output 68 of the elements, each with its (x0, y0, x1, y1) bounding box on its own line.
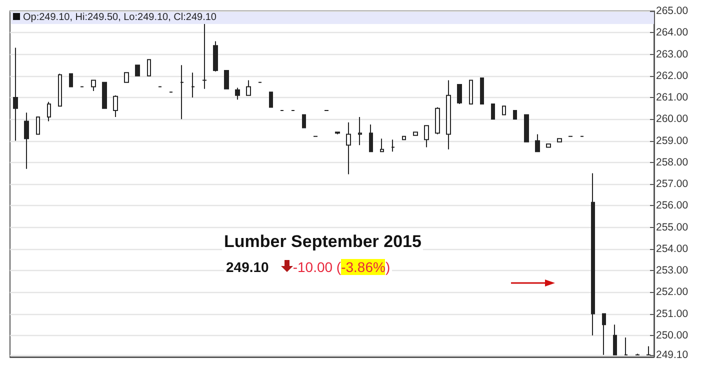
candlestick (202, 21, 207, 90)
annotation: Op:249.10, Hi:249.50, Lo:249.10, Cl:249.10 (23, 12, 216, 23)
y-tick-label: 260.00 (656, 113, 688, 126)
candlestick (147, 59, 151, 76)
candlestick (224, 70, 229, 90)
candlestick (469, 80, 473, 104)
candlestick (69, 73, 73, 88)
y-tick-label: 263.00 (656, 48, 688, 60)
y-tick-label: 257.00 (656, 178, 688, 190)
candlestick (491, 103, 495, 120)
y-tick-label: 255.00 (656, 221, 688, 234)
candlestick (24, 112, 29, 170)
candlestick (191, 72, 195, 98)
candlestick (591, 172, 595, 336)
candlestick (435, 106, 440, 135)
candlestick (480, 78, 484, 104)
candlestick (180, 64, 184, 120)
candlestick (446, 80, 451, 150)
y-tick-label: 249.10 (656, 348, 688, 361)
y-tick-label: 251.00 (656, 308, 688, 320)
candlestick (402, 136, 406, 140)
candlestick (269, 92, 273, 108)
candlestick (502, 106, 506, 116)
annotation: -10.00 (-3.86%) (292, 259, 390, 275)
candlestick (391, 139, 395, 152)
y-tick-label: 253.00 (656, 264, 688, 276)
candlestick (524, 114, 529, 142)
y-tick-label: 254.00 (656, 242, 688, 255)
candlestick (302, 114, 306, 128)
candlestick (513, 110, 517, 120)
candlestick (213, 40, 218, 72)
candlestick (113, 94, 118, 118)
candlestick (535, 134, 540, 152)
text: Lumber September 2015 (222, 232, 424, 252)
candlestick (413, 132, 418, 136)
candlestick (235, 87, 240, 100)
y-tick-label: 259.00 (656, 134, 688, 147)
candlestick (335, 132, 340, 135)
y-tick-label: 258.00 (656, 156, 688, 168)
candlestick (358, 116, 362, 146)
candlestick (457, 84, 462, 104)
candlestick (135, 64, 140, 76)
y-tick-label: 250.00 (656, 329, 688, 342)
candlestick (36, 116, 40, 135)
candlestick (47, 101, 51, 122)
candlestick (602, 313, 606, 356)
candlestick (346, 122, 351, 175)
y-tick-label: 265.00 (656, 5, 688, 17)
y-tick-label: 261.00 (656, 92, 688, 104)
candlestick (58, 73, 62, 107)
candlestick (91, 80, 96, 92)
y-tick-label: 264.00 (656, 26, 688, 39)
y-tick-label: 256.00 (656, 200, 688, 212)
candlestick (624, 337, 628, 356)
text: 249.10 (226, 259, 269, 275)
candlestick (557, 138, 562, 142)
candlestick (424, 125, 429, 148)
candlestick (246, 80, 251, 96)
candlestick (13, 47, 18, 142)
candlestick (380, 138, 384, 152)
info-strip: Op:249.10, Hi:249.50, Lo:249.10, Cl:249.10 (11, 12, 654, 24)
candlestick (613, 324, 617, 356)
candlestick (369, 124, 373, 152)
y-tick-label: 252.00 (656, 286, 688, 298)
y-tick-label: 262.00 (656, 70, 688, 82)
candlestick (102, 82, 107, 109)
candlestick (546, 143, 551, 148)
candlestick (124, 72, 129, 83)
